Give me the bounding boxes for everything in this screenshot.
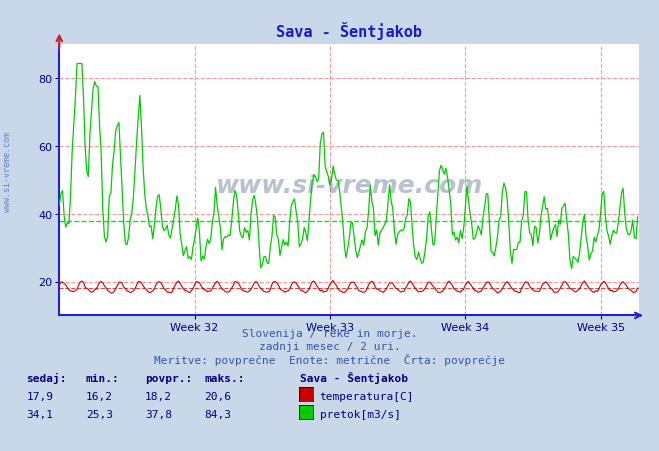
Text: maks.:: maks.: — [204, 373, 244, 383]
Title: Sava - Šentjakob: Sava - Šentjakob — [276, 22, 422, 40]
Text: temperatura[C]: temperatura[C] — [320, 391, 414, 401]
Text: 84,3: 84,3 — [204, 409, 231, 419]
Text: www.si-vreme.com: www.si-vreme.com — [215, 174, 483, 198]
Text: Slovenija / reke in morje.: Slovenija / reke in morje. — [242, 328, 417, 338]
Text: pretok[m3/s]: pretok[m3/s] — [320, 409, 401, 419]
Text: 20,6: 20,6 — [204, 391, 231, 401]
Text: zadnji mesec / 2 uri.: zadnji mesec / 2 uri. — [258, 341, 401, 351]
Text: Meritve: povprečne  Enote: metrične  Črta: povprečje: Meritve: povprečne Enote: metrične Črta:… — [154, 353, 505, 365]
Text: 37,8: 37,8 — [145, 409, 172, 419]
Text: sedaj:: sedaj: — [26, 372, 67, 383]
Text: 34,1: 34,1 — [26, 409, 53, 419]
Text: 18,2: 18,2 — [145, 391, 172, 401]
Text: 16,2: 16,2 — [86, 391, 113, 401]
Text: 25,3: 25,3 — [86, 409, 113, 419]
Text: www.si-vreme.com: www.si-vreme.com — [3, 132, 13, 211]
Text: 17,9: 17,9 — [26, 391, 53, 401]
Text: Sava - Šentjakob: Sava - Šentjakob — [300, 371, 408, 383]
Text: min.:: min.: — [86, 373, 119, 383]
Text: povpr.:: povpr.: — [145, 373, 192, 383]
